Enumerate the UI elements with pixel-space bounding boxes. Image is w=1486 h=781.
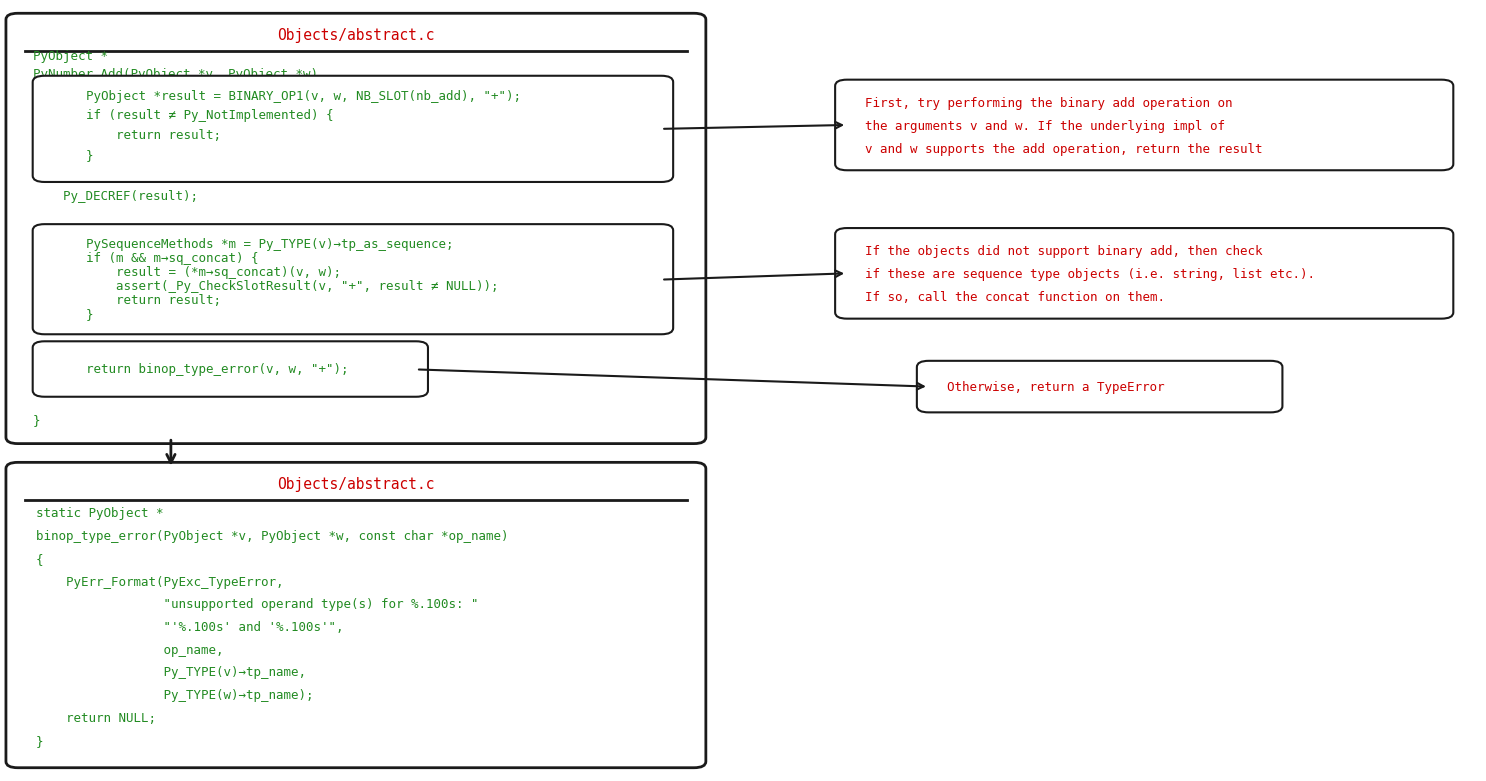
Text: PySequenceMethods *m = Py_TYPE(v)→tp_as_sequence;: PySequenceMethods *m = Py_TYPE(v)→tp_as_…: [56, 238, 453, 251]
Text: return result;: return result;: [56, 294, 221, 307]
FancyBboxPatch shape: [33, 341, 428, 397]
FancyBboxPatch shape: [6, 13, 706, 444]
FancyBboxPatch shape: [6, 462, 706, 768]
Text: {: {: [36, 553, 43, 566]
Text: v and w supports the add operation, return the result: v and w supports the add operation, retu…: [865, 143, 1262, 155]
Text: "'%.100s' and '%.100s'",: "'%.100s' and '%.100s'",: [36, 621, 343, 634]
Text: Py_TYPE(w)→tp_name);: Py_TYPE(w)→tp_name);: [36, 689, 314, 702]
Text: Otherwise, return a TypeError: Otherwise, return a TypeError: [947, 381, 1164, 394]
Text: if these are sequence type objects (i.e. string, list etc.).: if these are sequence type objects (i.e.…: [865, 268, 1315, 281]
Text: }: }: [33, 414, 40, 426]
FancyBboxPatch shape: [33, 76, 673, 182]
Text: if (result ≠ Py_NotImplemented) {: if (result ≠ Py_NotImplemented) {: [56, 109, 334, 123]
Text: {: {: [33, 86, 40, 98]
Text: }: }: [56, 308, 94, 320]
FancyBboxPatch shape: [835, 228, 1453, 319]
Text: PyErr_Format(PyExc_TypeError,: PyErr_Format(PyExc_TypeError,: [36, 576, 284, 589]
Text: PyObject *: PyObject *: [33, 50, 107, 62]
Text: static PyObject *: static PyObject *: [36, 508, 163, 520]
Text: return NULL;: return NULL;: [36, 711, 156, 725]
FancyBboxPatch shape: [917, 361, 1282, 412]
Text: Py_DECREF(result);: Py_DECREF(result);: [33, 191, 198, 203]
Text: op_name,: op_name,: [36, 644, 223, 657]
Text: assert(_Py_CheckSlotResult(v, "+", result ≠ NULL));: assert(_Py_CheckSlotResult(v, "+", resul…: [56, 280, 499, 293]
Text: binop_type_error(PyObject *v, PyObject *w, const char *op_name): binop_type_error(PyObject *v, PyObject *…: [36, 530, 508, 543]
Text: if (m && m→sq_concat) {: if (m && m→sq_concat) {: [56, 252, 259, 265]
Text: return result;: return result;: [56, 130, 221, 142]
Text: Py_TYPE(v)→tp_name,: Py_TYPE(v)→tp_name,: [36, 666, 306, 679]
Text: First, try performing the binary add operation on: First, try performing the binary add ope…: [865, 97, 1232, 109]
FancyBboxPatch shape: [835, 80, 1453, 170]
Text: "unsupported operand type(s) for %.100s: ": "unsupported operand type(s) for %.100s:…: [36, 598, 478, 612]
Text: result = (*m→sq_concat)(v, w);: result = (*m→sq_concat)(v, w);: [56, 266, 342, 279]
Text: If so, call the concat function on them.: If so, call the concat function on them.: [865, 291, 1165, 304]
Text: Objects/abstract.c: Objects/abstract.c: [278, 27, 434, 43]
Text: PyNumber_Add(PyObject *v, PyObject *w): PyNumber_Add(PyObject *v, PyObject *w): [33, 68, 318, 80]
FancyBboxPatch shape: [33, 224, 673, 334]
Text: }: }: [36, 735, 43, 747]
Text: Objects/abstract.c: Objects/abstract.c: [278, 476, 434, 492]
Text: }: }: [56, 149, 94, 162]
Text: return binop_type_error(v, w, "+");: return binop_type_error(v, w, "+");: [56, 362, 349, 376]
Text: If the objects did not support binary add, then check: If the objects did not support binary ad…: [865, 245, 1262, 258]
Text: the arguments v and w. If the underlying impl of: the arguments v and w. If the underlying…: [865, 119, 1224, 133]
Text: PyObject *result = BINARY_OP1(v, w, NB_SLOT(nb_add), "+");: PyObject *result = BINARY_OP1(v, w, NB_S…: [56, 90, 522, 102]
